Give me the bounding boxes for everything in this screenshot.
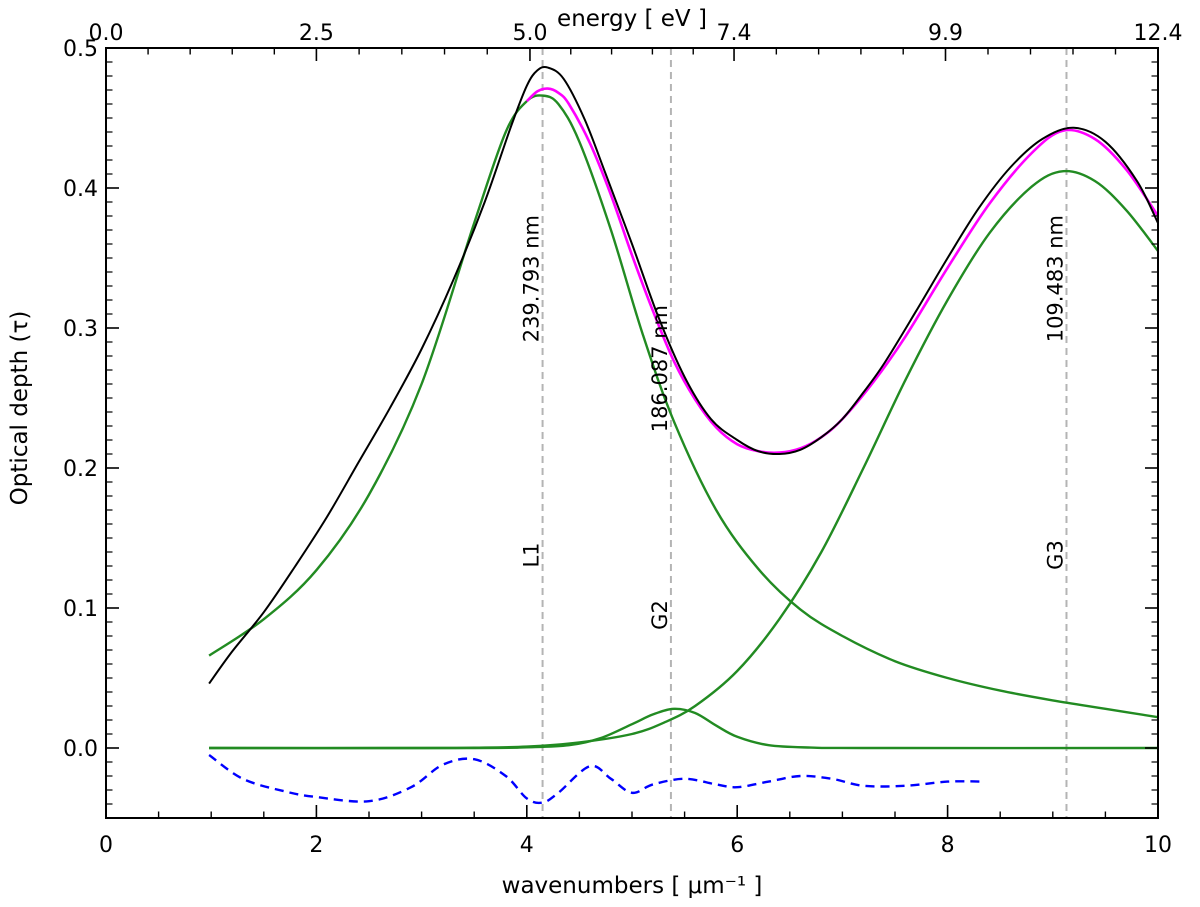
x2-tick-label: 9.9 (928, 21, 963, 46)
y-tick-label: 0.3 (63, 317, 98, 342)
x2-tick-label: 2.5 (299, 21, 334, 46)
series-line-residual (208, 754, 985, 805)
x2-tick-label: 12.4 (1134, 21, 1183, 46)
y-tick-label: 0.2 (63, 457, 98, 482)
series-group (208, 66, 1160, 805)
x-tick-label: 0 (99, 833, 113, 858)
y-tick-label: 0.0 (63, 737, 98, 762)
marker-label-g3: G3 (1043, 540, 1067, 570)
marker-lines (541, 48, 1068, 818)
y-axis-title: Optical depth (τ) (7, 311, 33, 506)
marker-wavelength-g3: 109.483 nm (1043, 215, 1067, 342)
plot-frame (105, 47, 1159, 819)
marker-label-g2: G2 (648, 600, 672, 630)
axis-ticks (105, 47, 1159, 819)
top-axis-title: energy [ eV ] (557, 6, 707, 32)
x-tick-label: 2 (309, 833, 323, 858)
series-line-g3 (209, 169, 1159, 750)
x-tick-label: 10 (1144, 833, 1172, 858)
x2-tick-label: 5.0 (512, 21, 547, 46)
x2-tick-label: 0.0 (89, 21, 124, 46)
x-tick-label: 6 (730, 833, 744, 858)
series-line-l1 (208, 94, 1159, 719)
tick-labels: 0 2 4 6 8 10 0.0 2.5 5.0 7.4 9.9 12.4 0.0 0.1 0.2 0.3 0.… (63, 21, 1182, 858)
marker-wavelength-l1: 239.793 nm (520, 215, 544, 342)
y-tick-label: 0.4 (63, 177, 98, 202)
x-tick-label: 4 (520, 833, 534, 858)
x-tick-label: 8 (941, 833, 955, 858)
series-line-observed (208, 66, 1159, 685)
series-line-g2 (209, 707, 1159, 750)
x-axis-title: wavenumbers [ μm⁻¹ ] (502, 873, 763, 899)
marker-label-l1: L1 (520, 542, 544, 567)
y-tick-label: 0.1 (63, 597, 98, 622)
marker-annotations: L1 239.793 nm G2 186.087 nm G3 109.483 nm (520, 215, 1068, 630)
x2-tick-label: 7.4 (717, 21, 752, 46)
marker-wavelength-g2: 186.087 nm (648, 305, 672, 432)
y-tick-label: 0.5 (63, 37, 98, 62)
